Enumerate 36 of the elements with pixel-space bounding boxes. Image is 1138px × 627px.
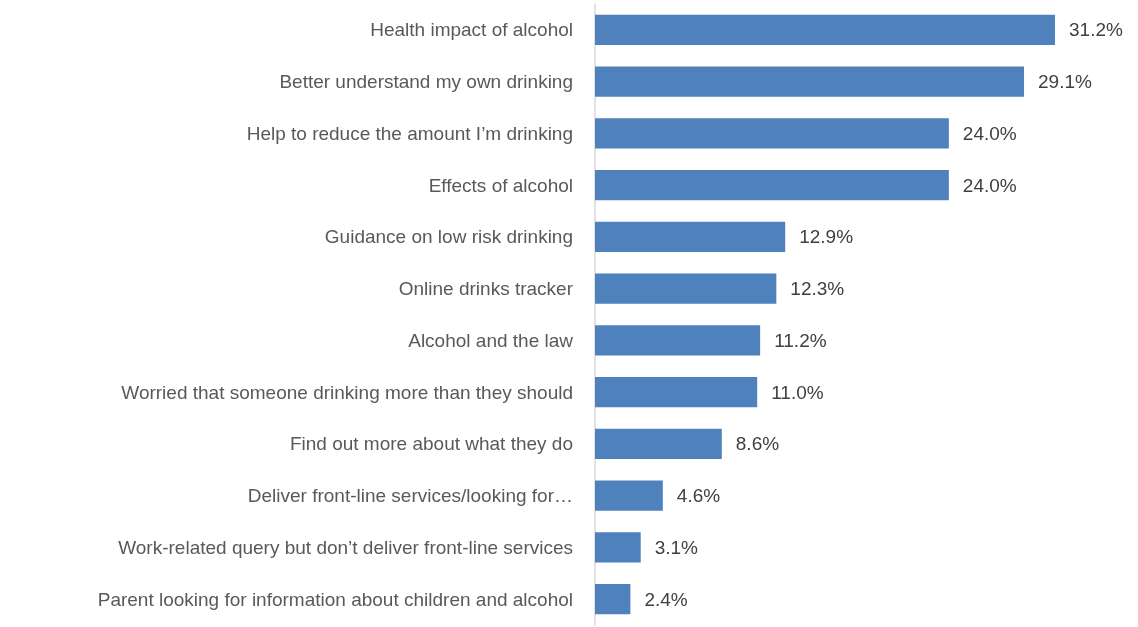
data-label: 24.0% [962,174,1017,196]
y-tick-label: Better understand my own drinking [279,71,573,93]
bar [595,532,641,563]
data-label: 11.2% [774,329,827,351]
bar [595,118,949,149]
bar [595,170,949,201]
bar [595,14,1055,45]
bar [595,377,758,408]
y-tick-label: Effects of alcohol [428,174,573,196]
y-tick-label: Deliver front-line services/looking for… [247,485,573,507]
data-label: 4.6% [676,485,721,507]
y-tick-label: Worried that someone drinking more than they should [121,381,573,403]
data-label: 2.4% [644,588,688,610]
bar [595,584,631,615]
data-label: 11.0% [771,381,824,403]
y-tick-label: Health impact of alcohol [370,19,573,41]
y-tick-label: Help to reduce the amount I’m drinking [246,122,573,144]
data-label: 3.1% [654,536,699,558]
y-tick-label: Online drinks tracker [398,278,574,300]
data-label: 24.0% [962,122,1017,144]
y-tick-label: Find out more about what they do [289,433,573,455]
y-tick-label: Work-related query but don’t deliver front-line services [118,536,573,558]
bar [595,273,777,304]
bar [595,325,761,356]
data-label: 29.1% [1038,71,1093,93]
data-label: 8.6% [735,433,780,455]
y-tick-label: Parent looking for information about children and alcohol [97,588,573,610]
bar [595,428,722,459]
data-label: 12.9% [799,226,854,248]
bar [595,66,1025,97]
y-tick-label: Alcohol and the law [408,329,574,351]
bar [595,221,786,252]
y-tick-label: Guidance on low risk drinking [324,226,573,248]
bar [595,480,663,511]
data-label: 12.3% [790,278,845,300]
data-label: 31.2% [1069,19,1123,41]
